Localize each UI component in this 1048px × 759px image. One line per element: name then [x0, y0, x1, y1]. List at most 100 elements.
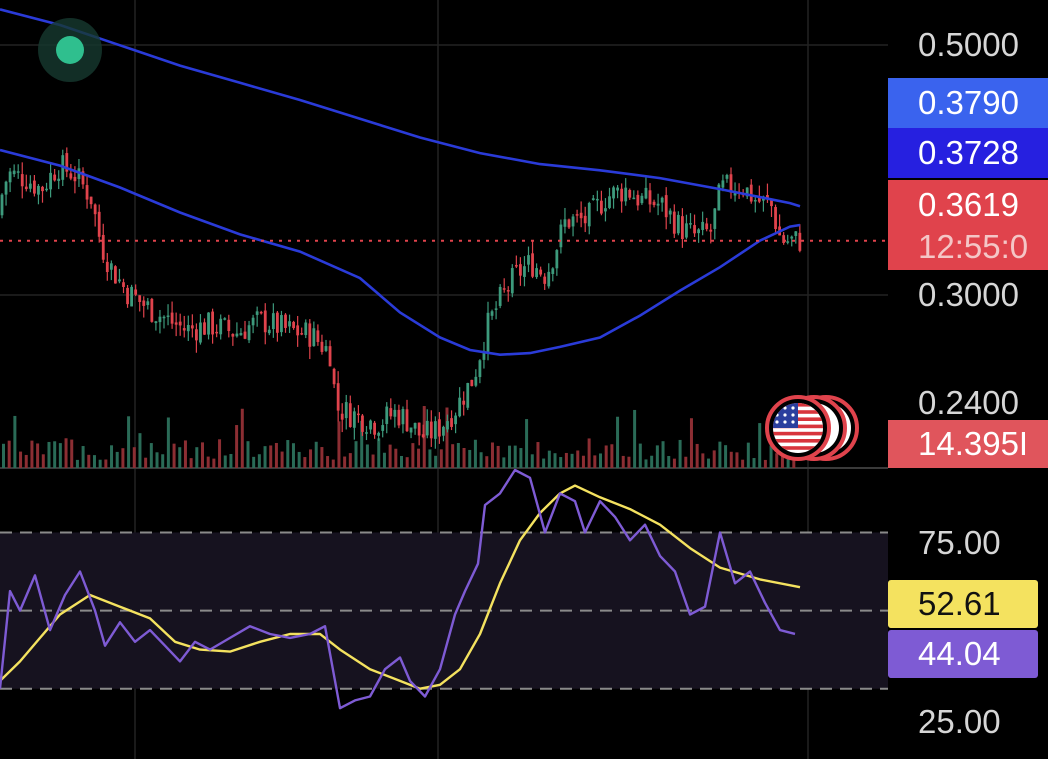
candle-body: [729, 174, 733, 193]
volume-bar: [439, 449, 443, 468]
price-tick: 0.3000: [918, 276, 1019, 313]
rsi-value-tag: 44.04: [888, 630, 1038, 678]
volume-bar: [394, 448, 398, 468]
candle-body: [782, 235, 786, 243]
candle-body: [749, 184, 753, 202]
candle-body: [543, 276, 547, 284]
candle-body: [624, 187, 628, 202]
candle-body: [640, 195, 644, 204]
rsi-series: [0, 468, 801, 710]
candle-body: [450, 418, 453, 427]
candle-body: [292, 321, 295, 329]
volume-bar: [610, 444, 614, 468]
volume-bar: [553, 453, 557, 468]
volume-bar: [246, 441, 250, 468]
candle-body: [652, 201, 656, 206]
volume-bar: [172, 443, 176, 468]
candle-body: [199, 322, 202, 343]
rsi-axis: 75.00 25.00: [918, 524, 1001, 740]
volume-bar: [303, 457, 307, 468]
volume-bar: [201, 442, 204, 468]
volume-bar: [780, 451, 784, 468]
rsi-tick: 75.00: [918, 524, 1001, 561]
volume-bar: [75, 459, 79, 468]
candle-body: [612, 187, 615, 199]
candle-body: [766, 195, 769, 199]
volume-bar: [235, 425, 239, 468]
candle-body: [438, 419, 441, 437]
candle-body: [57, 178, 61, 181]
candle-body: [73, 176, 77, 182]
volume-bar: [473, 439, 477, 468]
candle-body: [506, 290, 510, 292]
candle-body: [130, 286, 133, 307]
candle-body: [308, 323, 312, 347]
volume-bar: [110, 445, 114, 468]
candle-body: [458, 397, 462, 417]
volume-bar: [769, 445, 773, 468]
candle-body: [547, 271, 551, 287]
volume-bar: [382, 452, 386, 468]
volume-bar: [331, 459, 335, 468]
candle-body: [555, 250, 559, 269]
volume-bar: [166, 417, 170, 468]
candle-body: [348, 403, 352, 427]
candle-body: [676, 214, 680, 234]
candle-body: [81, 171, 85, 185]
volume-bar: [155, 452, 159, 468]
candle-body: [385, 406, 389, 424]
candle-body: [604, 208, 607, 212]
price-axis: 0.5000 0.3000 0.2400: [918, 26, 1019, 421]
candle-body: [531, 253, 534, 277]
candle-body: [284, 314, 287, 328]
volume-bar: [405, 457, 409, 468]
candle-body: [648, 190, 652, 205]
candle-body: [219, 318, 223, 335]
candle-body: [267, 329, 271, 334]
candle-body: [211, 311, 214, 335]
volume-bar: [496, 445, 500, 468]
volume-bar: [701, 453, 705, 468]
candle-body: [717, 184, 721, 211]
volume-bar: [462, 447, 466, 468]
volume-bars: [2, 406, 796, 468]
candle-body: [373, 422, 376, 435]
volume-bar: [115, 451, 119, 468]
candle-body: [523, 266, 526, 277]
candle-body: [470, 379, 474, 387]
volume-bar: [132, 447, 136, 468]
candle-body: [215, 331, 219, 334]
candle-body: [701, 221, 705, 230]
candle-body: [344, 402, 348, 419]
volume-bar: [684, 456, 688, 468]
volume-bar: [638, 443, 642, 468]
volume-bar: [570, 453, 574, 468]
volume-bar: [223, 455, 227, 468]
volume-bar: [644, 459, 648, 468]
candle-body: [28, 183, 32, 189]
candle-body: [587, 202, 591, 227]
volume-bar: [689, 418, 693, 468]
volume-bar: [729, 451, 733, 468]
candle-body: [340, 413, 344, 420]
volume-bar: [746, 442, 750, 468]
candle-body: [4, 181, 8, 195]
countdown-label: 12:55:0: [918, 228, 1028, 265]
candle-body: [713, 208, 717, 229]
candle-body: [421, 434, 425, 438]
candle-body: [798, 232, 802, 251]
candle-body: [519, 264, 522, 276]
volume-bar: [695, 443, 699, 468]
candle-body: [174, 322, 178, 325]
candle-body: [207, 312, 210, 335]
volume-bar: [178, 447, 182, 468]
volume-bar: [13, 415, 17, 468]
volume-bar: [257, 454, 261, 468]
candle-body: [20, 174, 24, 187]
volume-bar: [348, 453, 352, 468]
candle-body: [316, 330, 320, 342]
candle-body: [37, 185, 40, 195]
volume-bar: [121, 448, 125, 468]
us-flag-event-icon[interactable]: [765, 395, 859, 461]
